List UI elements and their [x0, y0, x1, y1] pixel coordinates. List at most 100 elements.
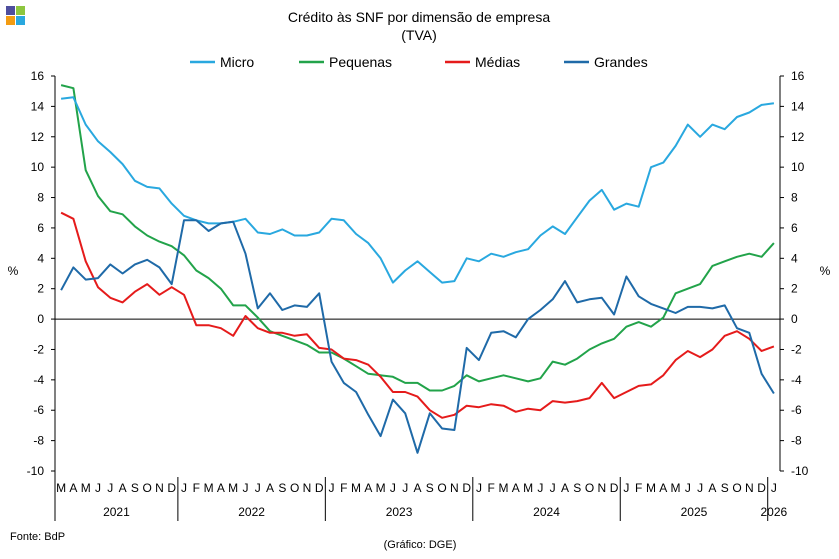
x-tick-label-month: S — [721, 481, 729, 495]
x-tick-label-month: M — [81, 481, 91, 495]
y-tick-label-left: -8 — [33, 434, 44, 448]
x-tick-label-month: J — [255, 481, 261, 495]
x-tick-label-month: A — [119, 481, 127, 495]
y-tick-label-right: 6 — [791, 221, 798, 235]
y-tick-label-left: -6 — [33, 403, 44, 417]
y-tick-label-right: -2 — [791, 342, 802, 356]
x-tick-label-month: J — [95, 481, 101, 495]
y-tick-label-left: 4 — [37, 251, 44, 265]
legend-label-grandes: Grandes — [594, 54, 648, 70]
x-tick-label-month: N — [450, 481, 459, 495]
x-tick-label-month: M — [56, 481, 66, 495]
legend-label-medias: Médias — [475, 54, 520, 70]
x-tick-label-month: N — [303, 481, 312, 495]
y-tick-label-left: 8 — [37, 191, 44, 205]
y-axis-label-right: % — [820, 264, 831, 278]
x-tick-label-month: O — [142, 481, 151, 495]
x-tick-label-month: D — [462, 481, 471, 495]
y-tick-label-left: -2 — [33, 342, 44, 356]
x-tick-label-month: M — [671, 481, 681, 495]
x-tick-label-month: S — [573, 481, 581, 495]
x-tick-label-year: 2021 — [103, 505, 130, 519]
x-tick-label-month: J — [623, 481, 629, 495]
y-tick-label-right: -10 — [791, 464, 809, 478]
series-line-grandes — [60, 219, 775, 454]
x-tick-label-month: J — [181, 481, 187, 495]
x-tick-label-year: 2026 — [761, 505, 788, 519]
axes: -10 -10 -8 -8 -6 -6 -4 -4 -2 -2 0 0 2 2 4 4 6 6 8 8 10 10 12 12… — [27, 69, 809, 521]
y-tick-label-right: -8 — [791, 434, 802, 448]
credit-note: (Gráfico: DGE) — [384, 539, 457, 551]
x-tick-label-month: J — [685, 481, 691, 495]
x-tick-label-month: F — [635, 481, 642, 495]
x-tick-label-month: F — [193, 481, 200, 495]
x-tick-label-month: M — [376, 481, 386, 495]
x-tick-label-month: M — [523, 481, 533, 495]
y-tick-label-right: 16 — [791, 69, 805, 83]
x-tick-label-month: A — [266, 481, 274, 495]
y-tick-label-left: 14 — [31, 99, 45, 113]
y-tick-label-right: -4 — [791, 373, 802, 387]
x-tick-label-month: J — [537, 481, 543, 495]
x-tick-label-month: O — [732, 481, 741, 495]
x-tick-label-month: J — [390, 481, 396, 495]
x-tick-label-month: O — [290, 481, 299, 495]
x-tick-label-month: D — [167, 481, 176, 495]
y-tick-label-left: 6 — [37, 221, 44, 235]
y-axis-label-left: % — [8, 264, 19, 278]
x-tick-label-month: F — [488, 481, 495, 495]
x-tick-label-month: N — [597, 481, 606, 495]
x-tick-label-month: D — [757, 481, 766, 495]
legend: Micro Pequenas Médias Grandes — [190, 54, 648, 70]
y-tick-label-left: -4 — [33, 373, 44, 387]
y-tick-label-right: 4 — [791, 251, 798, 265]
x-tick-label-month: O — [437, 481, 446, 495]
chart-subtitle: (TVA) — [401, 27, 437, 43]
series-line-medias — [60, 211, 775, 419]
x-tick-label-month: J — [402, 481, 408, 495]
x-tick-label-month: A — [659, 481, 667, 495]
x-tick-label-year: 2024 — [533, 505, 560, 519]
series-line-micro — [60, 96, 775, 284]
x-tick-label-month: A — [561, 481, 569, 495]
x-tick-label-month: S — [131, 481, 139, 495]
x-tick-label-month: J — [550, 481, 556, 495]
series-lines — [60, 84, 775, 454]
x-tick-label-year: 2022 — [238, 505, 265, 519]
x-tick-label-month: M — [204, 481, 214, 495]
x-tick-label-month: D — [315, 481, 324, 495]
x-tick-label-month: A — [69, 481, 77, 495]
x-tick-label-month: J — [107, 481, 113, 495]
y-tick-label-left: 10 — [31, 160, 45, 174]
x-tick-label-year: 2023 — [386, 505, 413, 519]
x-tick-label-month: J — [697, 481, 703, 495]
legend-label-pequenas: Pequenas — [329, 54, 392, 70]
x-tick-label-month: A — [364, 481, 372, 495]
y-tick-label-left: 2 — [37, 282, 44, 296]
series-line-pequenas — [60, 84, 775, 392]
y-tick-label-left: 12 — [31, 130, 45, 144]
y-tick-label-right: 12 — [791, 130, 805, 144]
legend-label-micro: Micro — [220, 54, 254, 70]
y-tick-label-right: 14 — [791, 99, 805, 113]
x-tick-label-month: S — [426, 481, 434, 495]
x-tick-label-month: A — [708, 481, 716, 495]
y-tick-label-right: -6 — [791, 403, 802, 417]
x-tick-label-month: J — [476, 481, 482, 495]
y-tick-label-left: -10 — [27, 464, 45, 478]
x-tick-label-month: M — [646, 481, 656, 495]
x-tick-label-month: M — [499, 481, 509, 495]
x-tick-label-month: M — [228, 481, 238, 495]
x-tick-label-month: N — [155, 481, 164, 495]
x-tick-label-month: F — [340, 481, 347, 495]
x-tick-label-month: M — [351, 481, 361, 495]
y-tick-label-right: 8 — [791, 191, 798, 205]
x-tick-label-month: S — [278, 481, 286, 495]
x-tick-label-month: J — [771, 481, 777, 495]
y-tick-label-right: 10 — [791, 160, 805, 174]
x-tick-label-month: A — [512, 481, 520, 495]
y-tick-label-right: 0 — [791, 312, 798, 326]
chart-title: Crédito às SNF por dimensão de empresa — [288, 9, 550, 25]
institution-logo — [6, 6, 26, 26]
